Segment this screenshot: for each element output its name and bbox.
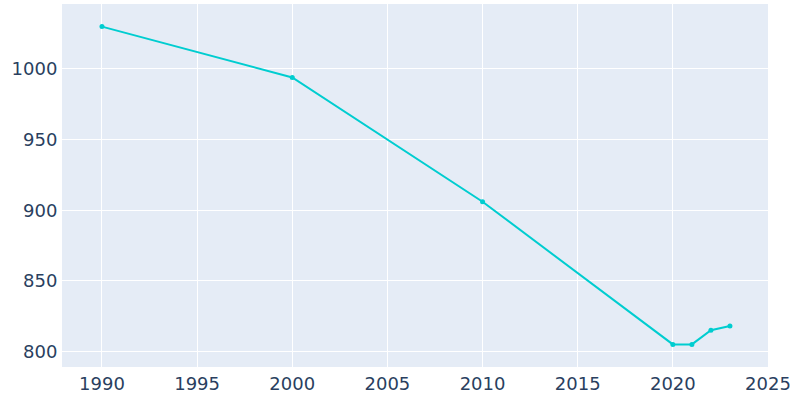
svg-text:2000: 2000 xyxy=(269,373,315,394)
svg-text:850: 850 xyxy=(23,270,57,291)
svg-text:2020: 2020 xyxy=(650,373,696,394)
svg-text:950: 950 xyxy=(23,129,57,150)
svg-text:1000: 1000 xyxy=(12,58,58,79)
svg-text:2005: 2005 xyxy=(365,373,411,394)
svg-text:800: 800 xyxy=(23,341,57,362)
svg-text:1990: 1990 xyxy=(79,373,125,394)
svg-text:1995: 1995 xyxy=(174,373,220,394)
svg-text:2025: 2025 xyxy=(745,373,791,394)
svg-text:900: 900 xyxy=(23,200,57,221)
svg-text:2015: 2015 xyxy=(555,373,601,394)
svg-text:2010: 2010 xyxy=(460,373,506,394)
